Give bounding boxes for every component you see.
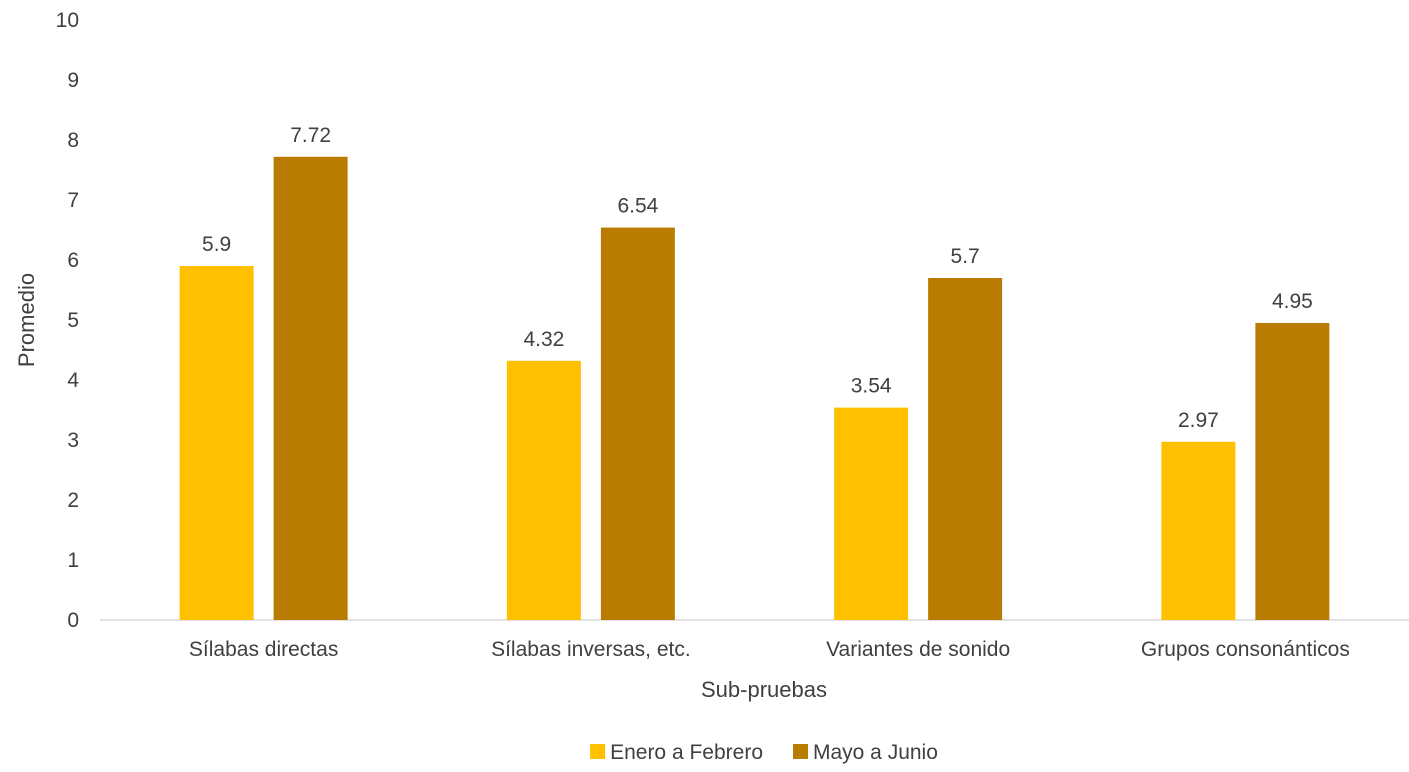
y-tick-label: 5: [67, 309, 79, 332]
data-label: 6.54: [617, 195, 658, 218]
y-tick-label: 4: [67, 369, 79, 392]
data-label: 4.95: [1272, 290, 1313, 313]
y-tick-label: 2: [67, 489, 79, 512]
data-label: 2.97: [1178, 409, 1219, 432]
y-tick-label: 3: [67, 429, 79, 452]
legend-label: Mayo a Junio: [813, 741, 938, 764]
data-label: 3.54: [851, 375, 892, 398]
bar-enero-febrero: [179, 266, 254, 620]
data-label: 5.9: [202, 233, 231, 256]
bar-enero-febrero: [506, 360, 581, 620]
y-tick-label: 6: [67, 249, 79, 272]
legend-item: Enero a Febrero: [590, 741, 763, 764]
y-tick-label: 1: [67, 549, 79, 572]
legend-label: Enero a Febrero: [610, 741, 763, 764]
legend-swatch: [590, 744, 606, 759]
x-axis-categories: Sílabas directas Sílabas inversas, etc. Va…: [189, 638, 1350, 661]
x-category-label: Grupos consonánticos: [1141, 638, 1350, 661]
x-axis-title: Sub-pruebas: [701, 677, 827, 702]
y-tick-label: 8: [67, 129, 79, 152]
bars-group: [179, 156, 1330, 621]
y-tick-label: 7: [67, 189, 79, 212]
bar-mayo-junio: [928, 278, 1003, 620]
bar-mayo-junio: [273, 156, 348, 621]
x-category-label: Variantes de sonido: [826, 638, 1010, 661]
y-axis-ticks: 0 1 2 3 4 5 6 7 8 9 10: [56, 9, 80, 632]
x-category-label: Sílabas inversas, etc.: [491, 638, 691, 661]
data-label: 4.32: [523, 328, 564, 351]
legend: Enero a Febrero Mayo a Junio: [590, 741, 938, 764]
y-axis-title: Promedio: [14, 273, 39, 367]
bar-enero-febrero: [1161, 441, 1236, 620]
bar-mayo-junio: [1255, 323, 1330, 620]
x-category-label: Sílabas directas: [189, 638, 338, 661]
data-label: 7.72: [290, 124, 331, 147]
y-tick-label: 9: [67, 69, 79, 92]
y-tick-label: 0: [67, 609, 79, 632]
y-tick-label: 10: [56, 9, 79, 32]
data-label: 5.7: [951, 245, 980, 268]
data-labels-group: 5.9 7.72 4.32 6.54 3.54 5.7 2.97 4.95: [202, 124, 1313, 432]
bar-mayo-junio: [600, 227, 675, 620]
legend-swatch: [793, 744, 809, 759]
legend-item: Mayo a Junio: [793, 741, 938, 764]
bar-enero-febrero: [834, 407, 909, 620]
